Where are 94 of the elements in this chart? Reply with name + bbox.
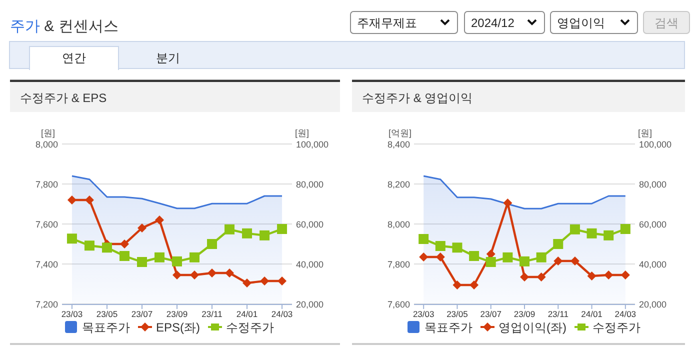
point	[536, 252, 546, 262]
y-tick-label: 8,000	[387, 220, 410, 230]
point	[620, 224, 630, 234]
point	[242, 228, 252, 238]
text: 영업이익	[557, 16, 605, 30]
x-tick-label: 23/09	[166, 309, 188, 319]
y-tick-label: 7,600	[387, 300, 410, 310]
text: 주가 & 컨센서스	[10, 18, 118, 35]
chart-title: 수정주가 & EPS	[20, 91, 107, 105]
point	[242, 278, 252, 288]
x-tick-label: 23/11	[548, 309, 569, 319]
point	[586, 228, 597, 238]
point	[190, 252, 200, 262]
y2-axis-title: [원]	[638, 128, 652, 138]
point	[604, 230, 614, 240]
x-tick-label: 24/01	[236, 309, 258, 319]
x-tick-label: 23/11	[202, 309, 223, 319]
point	[503, 198, 512, 208]
point	[520, 272, 529, 282]
legend-label: 목표주가	[424, 320, 472, 334]
point	[260, 230, 270, 240]
point	[469, 251, 480, 261]
legend-label: 영업이익(좌)	[498, 320, 566, 334]
point	[67, 196, 76, 204]
text: 2024/12	[471, 16, 515, 30]
y2-axis-title: [원]	[294, 128, 310, 138]
y2-tick-label: 20,000	[296, 300, 324, 310]
point	[418, 234, 429, 244]
y2-tick-label: 40,000	[296, 260, 324, 270]
y2-tick-label: 100,000	[296, 140, 329, 150]
y2-tick-label: 60,000	[639, 220, 667, 230]
y-axis-title: [원]	[40, 128, 56, 138]
point	[553, 239, 564, 249]
point	[278, 276, 287, 286]
x-tick-label: 23/03	[412, 309, 434, 319]
y2-tick-label: 80,000	[296, 180, 324, 190]
x-tick-label: 23/07	[480, 309, 502, 319]
point	[136, 257, 147, 267]
x-tick-label: 23/05	[96, 309, 118, 319]
y-tick-label: 7,400	[35, 260, 58, 270]
point	[66, 234, 77, 244]
y-tick-label: 8,000	[35, 140, 58, 150]
point	[154, 216, 164, 224]
legend-label: 수정주가	[226, 320, 274, 334]
y-tick-label: 7,600	[35, 220, 58, 230]
point	[190, 270, 200, 280]
text: 분기	[156, 51, 180, 65]
x-tick-label: 24/03	[614, 309, 636, 319]
point	[225, 268, 234, 278]
y-axis-title: [억원]	[388, 128, 412, 138]
point	[207, 239, 218, 249]
y-tick-label: 7,800	[35, 180, 58, 190]
point	[587, 272, 596, 280]
point	[172, 270, 182, 280]
x-tick-label: 23/07	[131, 309, 153, 319]
point	[570, 224, 580, 234]
x-tick-label: 23/03	[61, 309, 83, 319]
point	[277, 224, 288, 234]
point	[224, 224, 235, 234]
legend-label: EPS(좌)	[156, 320, 200, 334]
text: 연간	[62, 51, 86, 65]
y2-tick-label: 60,000	[296, 220, 324, 230]
text: 주재무제표	[357, 16, 417, 30]
point	[520, 256, 530, 266]
point	[137, 224, 146, 232]
point	[486, 257, 496, 267]
x-tick-label: 24/03	[271, 309, 293, 319]
point	[470, 280, 479, 290]
point	[554, 256, 563, 266]
text: 검색	[654, 16, 678, 30]
x-tick-label: 23/09	[514, 309, 536, 319]
point	[452, 242, 462, 253]
y-tick-label: 8,400	[387, 140, 410, 150]
point	[154, 252, 164, 262]
y2-tick-label: 20,000	[639, 300, 667, 310]
legend-label: 목표주가	[82, 320, 130, 334]
x-tick-label: 24/01	[581, 309, 603, 319]
point	[84, 240, 94, 251]
point	[435, 241, 446, 251]
point	[119, 251, 130, 261]
y-tick-label: 7,800	[387, 260, 410, 270]
legend-label: 수정주가	[592, 320, 640, 334]
y2-tick-label: 40,000	[639, 260, 667, 270]
point	[102, 242, 112, 253]
point	[452, 280, 462, 290]
y2-tick-label: 80,000	[639, 180, 667, 190]
y-tick-label: 8,200	[387, 180, 410, 190]
point	[536, 272, 546, 282]
x-tick-label: 23/05	[446, 309, 468, 319]
point	[172, 256, 182, 266]
point	[502, 252, 513, 262]
y2-tick-label: 100,000	[639, 140, 672, 150]
chart-title: 수정주가 & 영업이익	[362, 91, 473, 105]
y-tick-label: 7,200	[35, 300, 58, 310]
